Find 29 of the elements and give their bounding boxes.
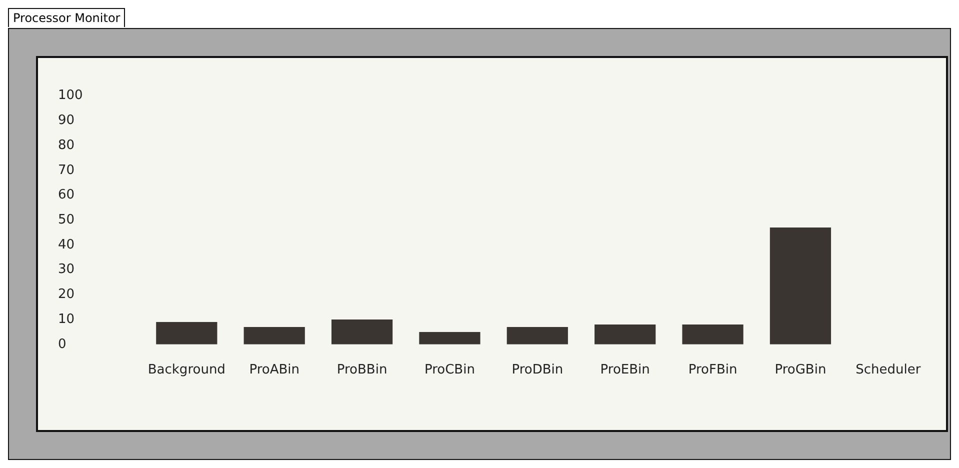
y-tick-label: 80 <box>58 138 75 153</box>
y-tick-label: 20 <box>58 287 75 302</box>
y-tick-label: 100 <box>58 88 83 104</box>
bar <box>594 324 656 344</box>
x-tick-label: ProDBin <box>512 362 564 378</box>
bar <box>770 228 832 344</box>
chart-title: Processor Monitor <box>8 8 126 27</box>
x-tick-label: ProBBin <box>336 362 388 378</box>
x-tick-label: ProFBin <box>688 362 738 378</box>
x-tick-label: ProCBin <box>424 362 475 378</box>
x-tick-label: Scheduler <box>856 362 922 378</box>
x-tick-label: ProGBin <box>774 362 826 378</box>
x-tick-label: ProABin <box>249 362 300 378</box>
y-tick-label: 0 <box>58 336 66 352</box>
bar <box>244 327 305 344</box>
y-tick-label: 30 <box>58 262 75 278</box>
y-tick-label: 40 <box>58 237 75 252</box>
bar <box>156 322 218 344</box>
y-tick-label: 70 <box>58 162 75 178</box>
y-tick-label: 60 <box>58 188 75 203</box>
y-tick-label: 10 <box>58 312 75 327</box>
bar <box>506 327 568 344</box>
bar <box>419 332 480 344</box>
x-tick-label: Background <box>148 362 226 378</box>
x-tick-label: ProEBin <box>600 362 650 378</box>
y-tick-label: 90 <box>58 113 75 128</box>
y-tick-label: 50 <box>58 212 75 228</box>
bar <box>682 324 744 344</box>
bar <box>331 320 393 344</box>
